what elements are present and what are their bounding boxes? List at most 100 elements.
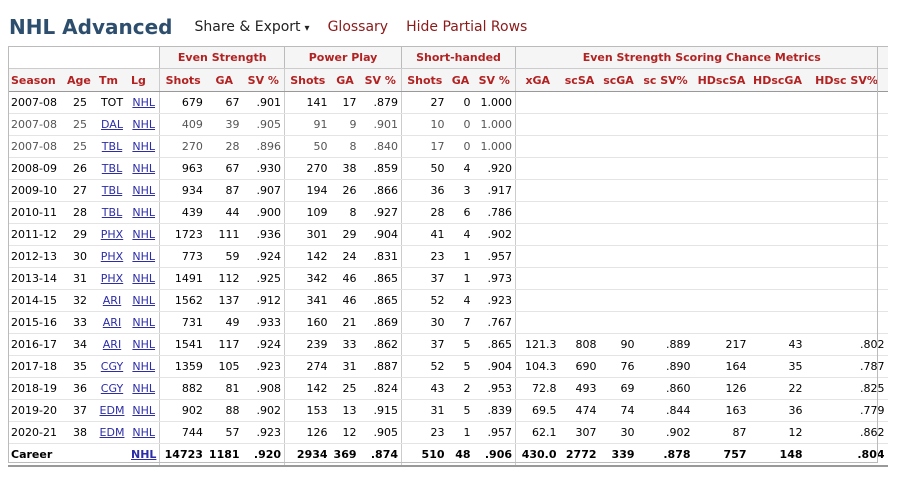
column-header-es_sv[interactable]: SV % xyxy=(242,68,285,92)
cell-scsa xyxy=(559,223,600,246)
cell-sh_shots: 510 xyxy=(401,443,448,467)
cell-hdscsv xyxy=(805,201,888,224)
column-header-hdscsv[interactable]: HDsc SV% xyxy=(805,68,888,92)
column-header-sh_sv[interactable]: SV % xyxy=(473,68,516,92)
cell-hdscsa xyxy=(693,267,750,290)
column-header-es_shots[interactable]: Shots xyxy=(159,68,206,92)
cell-pp_sv: .859 xyxy=(359,157,402,180)
team-link[interactable]: TBL xyxy=(101,206,123,219)
cell-xga: 121.3 xyxy=(515,333,560,356)
table-row: 2017-18 35 CGY NHL 1359 105.923 274 31.887 52 5.9… xyxy=(8,355,888,378)
cell-scga: 90 xyxy=(599,333,638,356)
cell-xga: 104.3 xyxy=(515,355,560,378)
cell-scsv xyxy=(637,91,694,114)
cell-es_ga: 137 xyxy=(205,289,243,312)
cell-sh_shots: 43 xyxy=(401,377,448,400)
cell-hdscsa xyxy=(693,113,750,136)
team-link[interactable]: ARI xyxy=(102,338,122,351)
cell-lg: NHL xyxy=(128,421,160,444)
cell-scsv: .890 xyxy=(637,355,694,378)
league-link[interactable]: NHL xyxy=(132,338,156,351)
team-link[interactable]: TBL xyxy=(101,184,123,197)
team-link[interactable]: ARI xyxy=(102,316,122,329)
cell-pp_ga: 38 xyxy=(330,157,360,180)
cell-sh_sv: .920 xyxy=(473,157,516,180)
league-link[interactable]: NHL xyxy=(132,426,156,439)
cell-lg: NHL xyxy=(128,377,160,400)
league-link[interactable]: NHL xyxy=(132,96,156,109)
column-header-sh_ga[interactable]: GA xyxy=(447,68,474,92)
column-header-age[interactable]: Age xyxy=(64,68,96,92)
league-link[interactable]: NHL xyxy=(132,250,156,263)
team-link[interactable]: PHX xyxy=(100,272,124,285)
cell-hdscsv xyxy=(805,91,888,114)
column-header-pp_sv[interactable]: SV % xyxy=(359,68,402,92)
team-link[interactable]: PHX xyxy=(100,228,124,241)
group-short-handed: Short-handed xyxy=(401,46,516,69)
column-header-season[interactable]: Season xyxy=(8,68,64,92)
cell-age xyxy=(64,443,96,467)
cell-es_sv: .905 xyxy=(242,113,285,136)
cell-scga xyxy=(599,179,638,202)
team-link[interactable]: TBL xyxy=(101,140,123,153)
cell-es_ga: 28 xyxy=(205,135,243,158)
column-header-hdscsa[interactable]: HDscSA xyxy=(693,68,750,92)
league-link[interactable]: NHL xyxy=(132,140,156,153)
team-link[interactable]: EDM xyxy=(99,426,125,439)
team-link[interactable]: ARI xyxy=(102,294,122,307)
league-link[interactable]: NHL xyxy=(132,382,156,395)
column-header-scsa[interactable]: scSA xyxy=(559,68,600,92)
cell-pp_shots: 239 xyxy=(284,333,331,356)
cell-season: 2007-08 xyxy=(8,91,64,114)
team-link[interactable]: PHX xyxy=(100,250,124,263)
cell-season: 2012-13 xyxy=(8,245,64,268)
column-header-pp_shots[interactable]: Shots xyxy=(284,68,331,92)
column-header-es_ga[interactable]: GA xyxy=(205,68,243,92)
league-link[interactable]: NHL xyxy=(132,184,156,197)
team-link[interactable]: EDM xyxy=(99,404,125,417)
league-link[interactable]: NHL xyxy=(132,206,156,219)
league-link[interactable]: NHL xyxy=(132,228,156,241)
cell-lg: NHL xyxy=(128,443,160,467)
cell-scga xyxy=(599,223,638,246)
league-link[interactable]: NHL xyxy=(131,448,157,461)
league-link[interactable]: NHL xyxy=(132,272,156,285)
team-link[interactable]: CGY xyxy=(100,360,124,373)
table-row: 2008-09 26 TBL NHL 963 67.930 270 38.859 50 4.920 xyxy=(8,157,888,180)
cell-pp_shots: 153 xyxy=(284,399,331,422)
cell-pp_ga: 9 xyxy=(330,113,360,136)
column-header-hdscga[interactable]: HDscGA xyxy=(749,68,806,92)
league-link[interactable]: NHL xyxy=(132,118,156,131)
cell-pp_shots: 194 xyxy=(284,179,331,202)
column-header-lg[interactable]: Lg xyxy=(128,68,160,92)
table-row: 2018-19 36 CGY NHL 882 81.908 142 25.824 43 2.953… xyxy=(8,377,888,400)
cell-pp_sv: .865 xyxy=(359,267,402,290)
share-export-menu[interactable]: Share & Export ▾ xyxy=(195,19,310,35)
column-header-scga[interactable]: scGA xyxy=(599,68,638,92)
table-row: 2016-17 34 ARI NHL 1541 117.924 239 33.862 37 5.8… xyxy=(8,333,888,356)
team-link[interactable]: CGY xyxy=(100,382,124,395)
cell-hdscga: 12 xyxy=(749,421,806,444)
hide-partial-rows-toggle[interactable]: Hide Partial Rows xyxy=(406,19,528,35)
cell-sh_sv: .957 xyxy=(473,245,516,268)
column-header-xga[interactable]: xGA xyxy=(515,68,560,92)
column-header-pp_ga[interactable]: GA xyxy=(330,68,360,92)
cell-pp_ga: 369 xyxy=(330,443,360,467)
cell-tm: PHX xyxy=(96,267,128,290)
cell-hdscsv xyxy=(805,157,888,180)
team-link[interactable]: DAL xyxy=(101,118,123,131)
league-link[interactable]: NHL xyxy=(132,162,156,175)
league-link[interactable]: NHL xyxy=(132,294,156,307)
cell-pp_ga: 8 xyxy=(330,201,360,224)
cell-sh_ga: 48 xyxy=(447,443,474,467)
league-link[interactable]: NHL xyxy=(132,360,156,373)
team-link[interactable]: TBL xyxy=(101,162,123,175)
column-header-sh_shots[interactable]: Shots xyxy=(401,68,448,92)
cell-hdscsa xyxy=(693,245,750,268)
cell-es_sv: .900 xyxy=(242,201,285,224)
league-link[interactable]: NHL xyxy=(132,316,156,329)
column-header-scsv[interactable]: sc SV% xyxy=(637,68,694,92)
column-header-tm[interactable]: Tm xyxy=(96,68,128,92)
glossary-link[interactable]: Glossary xyxy=(327,19,389,35)
league-link[interactable]: NHL xyxy=(132,404,156,417)
